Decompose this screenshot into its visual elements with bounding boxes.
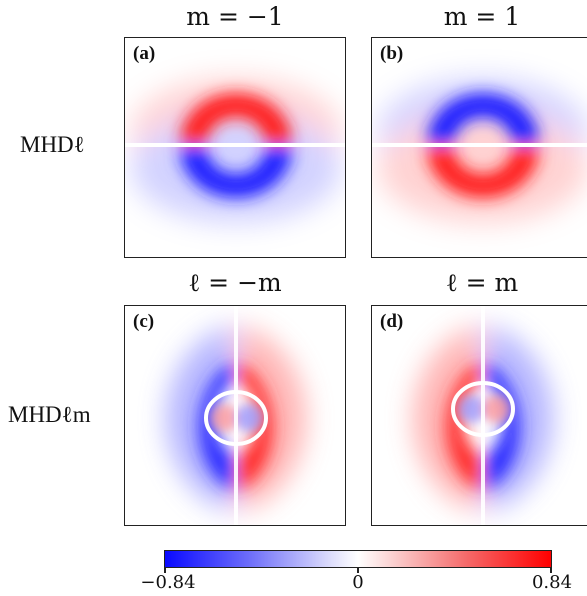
panel-a-field [125, 78, 345, 223]
colorbar-min-label: −0.84 [140, 572, 196, 593]
panel-d-label: (d) [380, 311, 404, 332]
panel-b-label: (b) [380, 43, 404, 64]
column-title-m-1: m = 1 [443, 2, 521, 31]
panel-b: (b) [371, 37, 587, 258]
panel-a-label: (a) [133, 43, 156, 64]
colorbar [164, 550, 552, 568]
column-title-l-m: ℓ = m [445, 268, 519, 297]
panel-d-field [414, 306, 552, 525]
panel-c-label: (c) [133, 311, 155, 332]
column-title-m-minus-1: m = −1 [186, 2, 284, 31]
colorbar-tick-mid [357, 567, 359, 573]
colorbar-tick-min [164, 567, 166, 573]
colorbar-tick-max [550, 567, 552, 573]
panel-a: (a) [124, 37, 346, 258]
colorbar-mid-label: 0 [352, 572, 364, 593]
row-label-mhd-l: MHDℓ [20, 132, 85, 157]
panel-b-field [372, 78, 587, 223]
row-label-mhd-lm: MHDℓm [8, 402, 91, 427]
panel-c-field [167, 306, 305, 525]
panel-c: (c) [124, 305, 346, 526]
colorbar-max-label: 0.84 [531, 572, 573, 593]
column-title-l-minus-m: ℓ = −m [188, 268, 282, 297]
panel-d: (d) [371, 305, 587, 526]
